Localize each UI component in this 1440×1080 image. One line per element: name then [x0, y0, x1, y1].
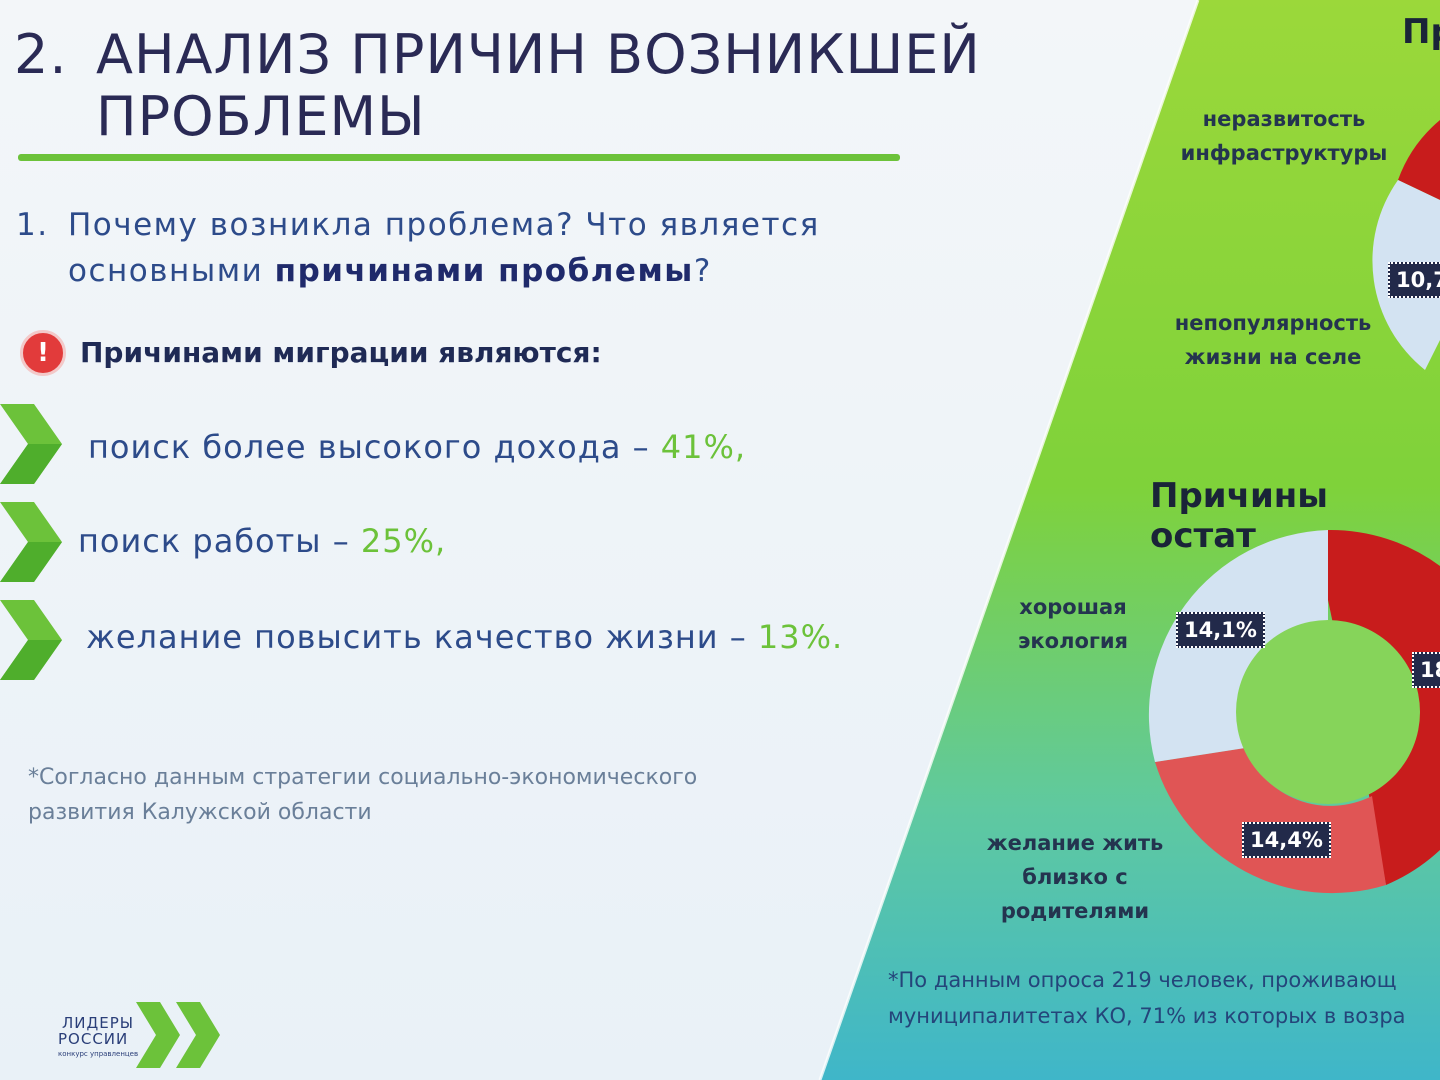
chevron-arrow-icon — [0, 600, 62, 680]
top-value-badge: 10,7 — [1388, 262, 1440, 298]
reason-item: поиск работы – 25%, — [78, 522, 446, 560]
label-line: неразвитость — [1202, 107, 1366, 131]
top-label-unpopularity: непопулярность жизни на селе — [1160, 306, 1386, 374]
label-line: жизни на селе — [1184, 345, 1362, 369]
chevron-arrow-icon — [0, 502, 62, 582]
title-line1: АНАЛИЗ ПРИЧИН ВОЗНИКШЕЙ — [96, 23, 981, 86]
top-label-infrastructure: неразвитость инфраструктуры — [1170, 102, 1398, 170]
chevron-arrow-icon — [0, 404, 62, 484]
leaders-of-russia-logo: ЛИДЕРЫ РОССИИ конкурс управленцев — [58, 1000, 258, 1070]
question-line1: Почему возникла проблема? Что является — [68, 207, 820, 243]
alert-icon: ! — [20, 330, 66, 376]
reason-text: поиск работы – — [78, 522, 361, 560]
label-line: близко с — [1022, 865, 1128, 889]
causes-title: Причинами миграции являются: — [80, 336, 602, 369]
logo-line3: конкурс управленцев — [58, 1050, 139, 1058]
title-number: 2. — [14, 23, 68, 86]
reasons-donut — [1148, 529, 1440, 894]
donut-label-ecology: хорошая экология — [1000, 590, 1146, 658]
right-footnote: *По данным опроса 219 человек, проживающ… — [888, 962, 1406, 1034]
logo-line2: РОССИИ — [58, 1030, 129, 1048]
reason-text: желание повысить качество жизни – — [86, 618, 758, 656]
donut-label-parents: желание жить близко с родителями — [978, 826, 1172, 928]
slide-title: 2. АНАЛИЗ ПРИЧИН ВОЗНИКШЕЙ ПРОБЛЕМЫ — [14, 24, 981, 148]
title-underline — [18, 154, 900, 161]
reason-percent: 13%. — [757, 618, 844, 656]
reason-item: желание повысить качество жизни – 13%. — [86, 618, 843, 656]
reason-item: поиск более высокого дохода – 41%, — [88, 428, 746, 466]
reason-percent: 25%, — [360, 522, 447, 560]
question-line2-pre: основными — [68, 253, 275, 289]
top-chart-title: Пр — [1402, 12, 1440, 52]
question-number: 1. — [16, 207, 49, 243]
logo-chevrons-icon — [136, 1002, 220, 1068]
label-line: хорошая — [1019, 595, 1127, 619]
footnote: *Согласно данным стратегии социально-эко… — [28, 760, 748, 830]
label-line: желание жить — [986, 831, 1164, 855]
footnote-line2: развития Калужской области — [28, 800, 372, 825]
footnote-line1: *Согласно данным стратегии социально-эко… — [28, 765, 698, 790]
donut-value-badge: 14,4% — [1242, 822, 1331, 858]
donut-value-badge: 14,1% — [1176, 612, 1265, 648]
right-footnote-line1: *По данным опроса 219 человек, проживающ — [888, 968, 1397, 992]
label-line: инфраструктуры — [1180, 141, 1388, 165]
title-line2: ПРОБЛЕМЫ — [96, 85, 426, 148]
reason-text: поиск более высокого дохода – — [88, 428, 661, 466]
question-block: 1. Почему возникла проблема? Что является… — [16, 202, 876, 294]
label-line: непопулярность — [1174, 311, 1372, 335]
logo-line1: ЛИДЕРЫ — [62, 1014, 134, 1032]
question-line2-post: ? — [693, 253, 712, 289]
label-line: экология — [1017, 629, 1129, 653]
donut-value-badge: 18 — [1412, 652, 1440, 688]
chart-title: Причины остат — [1150, 476, 1329, 556]
label-line: родителями — [1000, 899, 1150, 923]
reason-percent: 41%, — [660, 428, 747, 466]
right-footnote-line2: муниципалитетах КО, 71% из которых в воз… — [888, 1004, 1406, 1028]
question-line2-bold: причинами проблемы — [274, 253, 694, 289]
